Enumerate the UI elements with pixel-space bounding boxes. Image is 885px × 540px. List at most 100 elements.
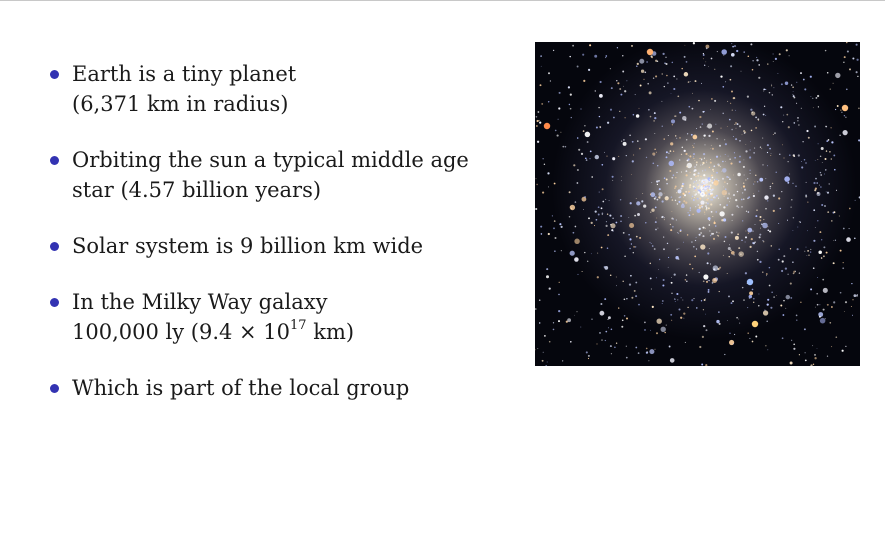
- star-dot: [789, 173, 791, 175]
- star-dot: [674, 301, 676, 302]
- star-dot: [812, 97, 814, 99]
- star-dot: [728, 256, 730, 258]
- star-dot: [710, 203, 713, 206]
- star-dot: [712, 216, 714, 217]
- star-dot: [757, 119, 759, 121]
- star-dot: [629, 238, 632, 241]
- star-dot: [558, 309, 561, 313]
- star-dot: [743, 188, 747, 191]
- star-dot: [672, 174, 675, 176]
- star-dot: [702, 198, 704, 200]
- star-dot: [768, 284, 771, 287]
- star-dot: [676, 78, 678, 80]
- star-dot: [769, 187, 771, 190]
- star-dot: [661, 302, 663, 304]
- star-dot: [750, 108, 753, 111]
- star-dot: [546, 268, 549, 271]
- star-dot: [671, 176, 674, 179]
- star-dot: [758, 236, 761, 239]
- star-dot: [814, 226, 816, 228]
- star-dot: [648, 360, 650, 362]
- star-dot: [589, 158, 591, 160]
- star-dot: [542, 191, 545, 194]
- star-dot: [665, 178, 668, 181]
- star-dot: [846, 237, 851, 242]
- star-dot: [783, 157, 785, 159]
- star-dot: [624, 117, 626, 119]
- star-dot: [679, 196, 682, 198]
- star-dot: [822, 308, 825, 311]
- star-dot: [776, 295, 777, 296]
- star-dot: [730, 231, 733, 234]
- star-dot: [673, 273, 676, 276]
- star-dot: [765, 115, 767, 117]
- star-dot: [684, 341, 686, 343]
- star-dot: [616, 285, 617, 287]
- star-dot: [734, 123, 736, 125]
- star-dot: [689, 155, 692, 158]
- star-dot: [779, 153, 781, 155]
- star-dot: [607, 316, 611, 320]
- star-dot: [651, 56, 654, 59]
- star-dot: [701, 182, 703, 184]
- star-dot: [653, 197, 656, 200]
- star-dot: [718, 232, 720, 234]
- star-dot: [739, 155, 741, 158]
- star-dot: [817, 143, 819, 145]
- bullet-item: Orbiting the sun a typical middle age st…: [46, 145, 496, 205]
- bullet-text-line: Which is part of the local group: [72, 376, 410, 400]
- star-dot: [644, 71, 647, 74]
- star-dot: [658, 269, 659, 270]
- star-dot: [704, 211, 706, 213]
- star-dot: [732, 300, 734, 303]
- star-dot: [751, 288, 754, 291]
- star-dot: [780, 83, 783, 86]
- star-dot: [710, 57, 713, 60]
- star-dot: [755, 127, 757, 129]
- star-dot: [783, 299, 785, 302]
- star-dot: [539, 121, 542, 124]
- star-dot: [748, 298, 750, 299]
- star-dot: [814, 353, 816, 356]
- bullet-item: Earth is a tiny planet (6,371 km in radi…: [46, 59, 496, 119]
- star-dot: [797, 226, 799, 228]
- star-dot: [743, 132, 746, 134]
- star-dot: [796, 319, 798, 321]
- star-dot: [556, 134, 559, 137]
- star-dot: [813, 209, 816, 212]
- bright-star-dot: [543, 122, 551, 130]
- star-dot: [813, 181, 816, 185]
- star-dot: [752, 241, 755, 245]
- star-dot: [605, 221, 607, 223]
- star-dot: [600, 302, 603, 306]
- star-dot: [683, 312, 686, 315]
- bullet-dot-icon: [50, 298, 59, 307]
- star-dot: [766, 320, 768, 323]
- star-dot: [753, 193, 755, 195]
- star-dot: [792, 217, 795, 219]
- star-dot: [649, 277, 652, 280]
- star-dot: [654, 206, 657, 209]
- star-dot: [792, 86, 794, 88]
- star-dot: [637, 352, 640, 354]
- star-dot: [723, 186, 724, 188]
- star-dot: [542, 351, 544, 353]
- star-dot: [753, 301, 755, 303]
- star-dot: [817, 106, 819, 108]
- star-dot: [835, 189, 838, 191]
- star-dot: [683, 55, 686, 58]
- star-dot: [846, 50, 849, 53]
- star-dot: [692, 42, 696, 45]
- star-dot: [648, 108, 650, 111]
- star-dot: [723, 240, 726, 243]
- star-dot: [717, 235, 720, 237]
- star-dot: [588, 217, 590, 220]
- star-dot: [689, 207, 692, 209]
- star-dot: [665, 56, 667, 58]
- star-dot: [700, 232, 702, 234]
- star-dot: [718, 311, 720, 313]
- star-dot: [663, 248, 665, 251]
- star-dot: [724, 353, 726, 356]
- star-dot: [775, 171, 777, 173]
- bullet-text-line: Orbiting the sun a typical middle age: [72, 148, 469, 172]
